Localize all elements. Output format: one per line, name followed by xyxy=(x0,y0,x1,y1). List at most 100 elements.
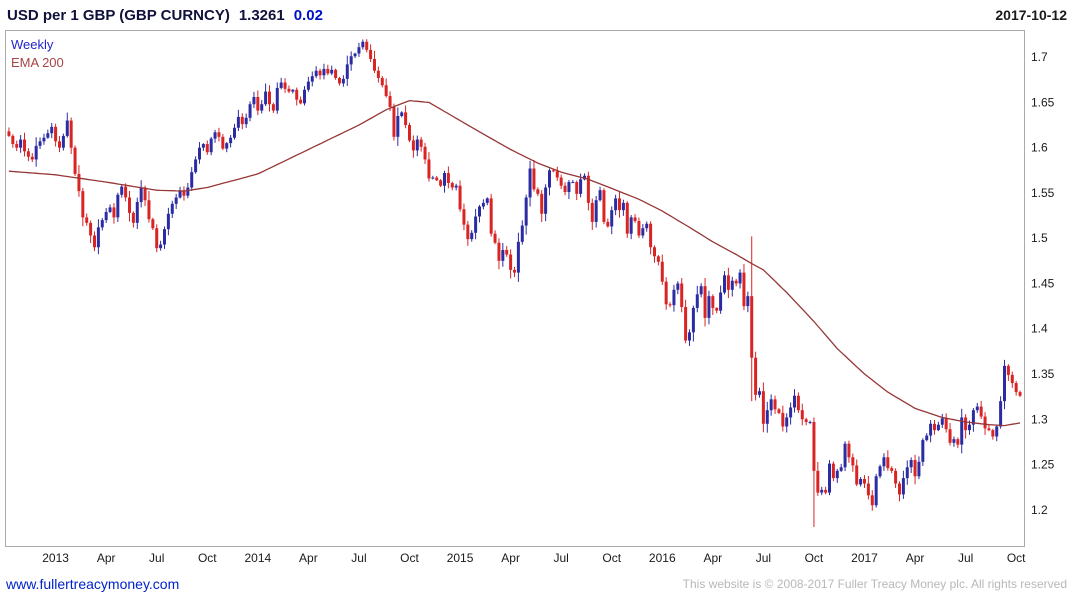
candle-body xyxy=(209,138,213,153)
candle-body xyxy=(229,137,233,144)
candle-body xyxy=(563,185,567,193)
candle-body xyxy=(703,286,707,318)
x-axis-label: Oct xyxy=(805,551,824,565)
candle-body xyxy=(236,116,240,128)
candle-body xyxy=(361,41,365,48)
candle-body xyxy=(470,232,474,240)
candle-body xyxy=(505,249,509,255)
candle-body xyxy=(427,159,431,179)
candle-body xyxy=(909,460,913,468)
candle-body xyxy=(742,272,746,307)
candle-body xyxy=(190,172,194,188)
candle-body xyxy=(579,179,583,194)
candle-body xyxy=(874,476,878,506)
candle-body xyxy=(357,47,361,54)
candle-body xyxy=(248,104,252,118)
candle-body xyxy=(602,190,606,222)
candle-body xyxy=(54,126,58,142)
candle-body xyxy=(979,406,983,417)
y-axis-label: 1.55 xyxy=(1031,186,1055,200)
x-axis-label: Apr xyxy=(299,551,318,565)
candle-body xyxy=(750,296,754,358)
candle-body xyxy=(104,211,108,221)
last-price: 1.3261 xyxy=(238,6,285,24)
y-axis-label: 1.6 xyxy=(1031,141,1048,155)
candle-body xyxy=(489,198,493,234)
candle-body xyxy=(707,296,711,318)
candle-body xyxy=(618,198,621,211)
candle-body xyxy=(81,191,85,218)
website-link[interactable]: www.fullertreacymoney.com xyxy=(6,576,180,592)
candle-body xyxy=(7,131,11,136)
candle-body xyxy=(435,177,439,181)
candle-body xyxy=(501,249,505,261)
plot-border xyxy=(5,30,1025,547)
candle-body xyxy=(303,89,306,104)
candle-body xyxy=(415,139,419,151)
candle-body xyxy=(314,70,318,77)
candle-body xyxy=(1003,365,1006,402)
candle-body xyxy=(513,269,516,273)
candle-body xyxy=(396,116,400,137)
candle-body xyxy=(201,144,205,148)
candle-body xyxy=(583,175,586,180)
candle-body xyxy=(629,217,633,234)
legend-ema-label: EMA 200 xyxy=(11,55,64,70)
candle-body xyxy=(625,202,629,234)
candle-body xyxy=(283,82,287,89)
candle-body xyxy=(711,296,715,308)
candle-body xyxy=(699,286,703,295)
y-axis-label: 1.7 xyxy=(1031,50,1048,64)
candle-body xyxy=(975,406,979,411)
candle-body xyxy=(695,294,699,308)
x-axis-label: Oct xyxy=(198,551,217,565)
candle-body xyxy=(886,457,890,469)
candle-body xyxy=(509,254,513,270)
candle-body xyxy=(960,417,964,445)
candle-body xyxy=(859,479,863,485)
candle-body xyxy=(789,407,793,418)
candle-body xyxy=(540,193,544,214)
candle-body xyxy=(338,77,341,84)
candle-body xyxy=(785,417,789,427)
candle-body xyxy=(291,89,295,92)
candle-body xyxy=(65,120,69,136)
candle-body xyxy=(34,145,38,160)
candle-body xyxy=(621,202,625,211)
y-axis-label: 1.3 xyxy=(1031,412,1048,426)
candle-body xyxy=(804,419,808,422)
y-axis-label: 1.35 xyxy=(1031,367,1055,381)
candle-body xyxy=(450,182,454,188)
ema-line xyxy=(8,99,1021,427)
candle-body xyxy=(567,182,571,193)
candle-body xyxy=(637,221,641,236)
x-axis-label: 2016 xyxy=(649,551,676,565)
candle-body xyxy=(847,443,851,458)
candle-body xyxy=(345,64,349,79)
candle-body xyxy=(353,53,357,57)
candle-body xyxy=(411,140,415,151)
candle-body xyxy=(58,141,61,148)
candle-body xyxy=(1010,374,1014,384)
x-axis-label: 2013 xyxy=(42,551,69,565)
candle-body xyxy=(369,49,373,59)
candle-body xyxy=(855,465,859,485)
candle-body xyxy=(610,210,614,227)
candle-body xyxy=(112,207,116,218)
candle-body xyxy=(594,200,598,222)
candle-body xyxy=(404,112,408,126)
candle-body xyxy=(240,116,244,125)
candle-body xyxy=(598,190,602,201)
candle-body xyxy=(649,223,653,248)
x-axis-label: Jul xyxy=(351,551,366,565)
candle-body xyxy=(268,91,271,105)
candle-body xyxy=(839,467,843,471)
candle-body xyxy=(777,409,781,413)
candle-body xyxy=(575,182,579,194)
candle-body xyxy=(474,216,478,233)
candle-body xyxy=(956,439,960,445)
candle-body xyxy=(761,391,765,424)
candle-body xyxy=(983,416,987,429)
candle-body xyxy=(275,87,279,111)
candle-body xyxy=(734,280,738,284)
